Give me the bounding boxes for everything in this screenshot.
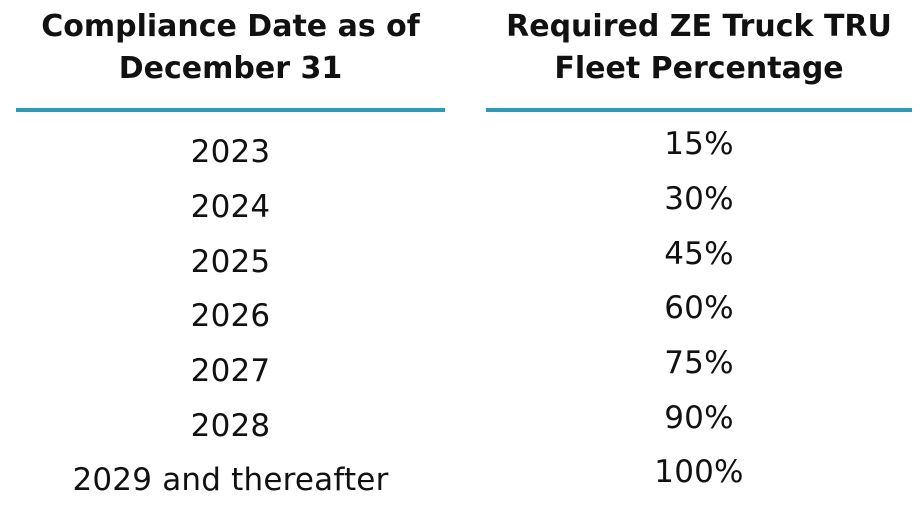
column-compliance-date: Compliance Date as of December 31 2023 2… <box>16 0 445 498</box>
percentage-cell: 45% <box>664 235 734 272</box>
header-rule <box>16 108 445 112</box>
date-cell: 2029 and thereafter <box>72 462 389 499</box>
column-header-compliance-date: Compliance Date as of December 31 <box>16 0 445 108</box>
percentage-cell: 90% <box>664 399 734 436</box>
header-text: Required ZE Truck TRU Fleet Percentage <box>506 9 892 86</box>
date-list: 2023 2024 2025 2026 2027 2028 2029 and t… <box>16 125 445 508</box>
percentage-cell: 60% <box>664 290 734 327</box>
percentage-cell: 100% <box>654 454 744 491</box>
column-header-fleet-percentage: Required ZE Truck TRU Fleet Percentage <box>486 0 912 108</box>
date-cell: 2024 <box>190 189 271 226</box>
percentage-list: 15% 30% 45% 60% 75% 90% 100% <box>486 117 912 500</box>
header-rule <box>486 108 912 112</box>
percentage-cell: 30% <box>664 181 734 218</box>
date-cell: 2028 <box>190 407 271 444</box>
date-cell: 2026 <box>190 298 271 335</box>
date-cell: 2027 <box>190 353 271 390</box>
header-text: Compliance Date as of December 31 <box>41 9 420 86</box>
percentage-cell: 75% <box>664 345 734 382</box>
percentage-cell: 15% <box>664 126 734 163</box>
date-cell: 2023 <box>190 134 271 171</box>
date-cell: 2025 <box>190 243 271 280</box>
column-fleet-percentage: Required ZE Truck TRU Fleet Percentage 1… <box>486 0 912 490</box>
